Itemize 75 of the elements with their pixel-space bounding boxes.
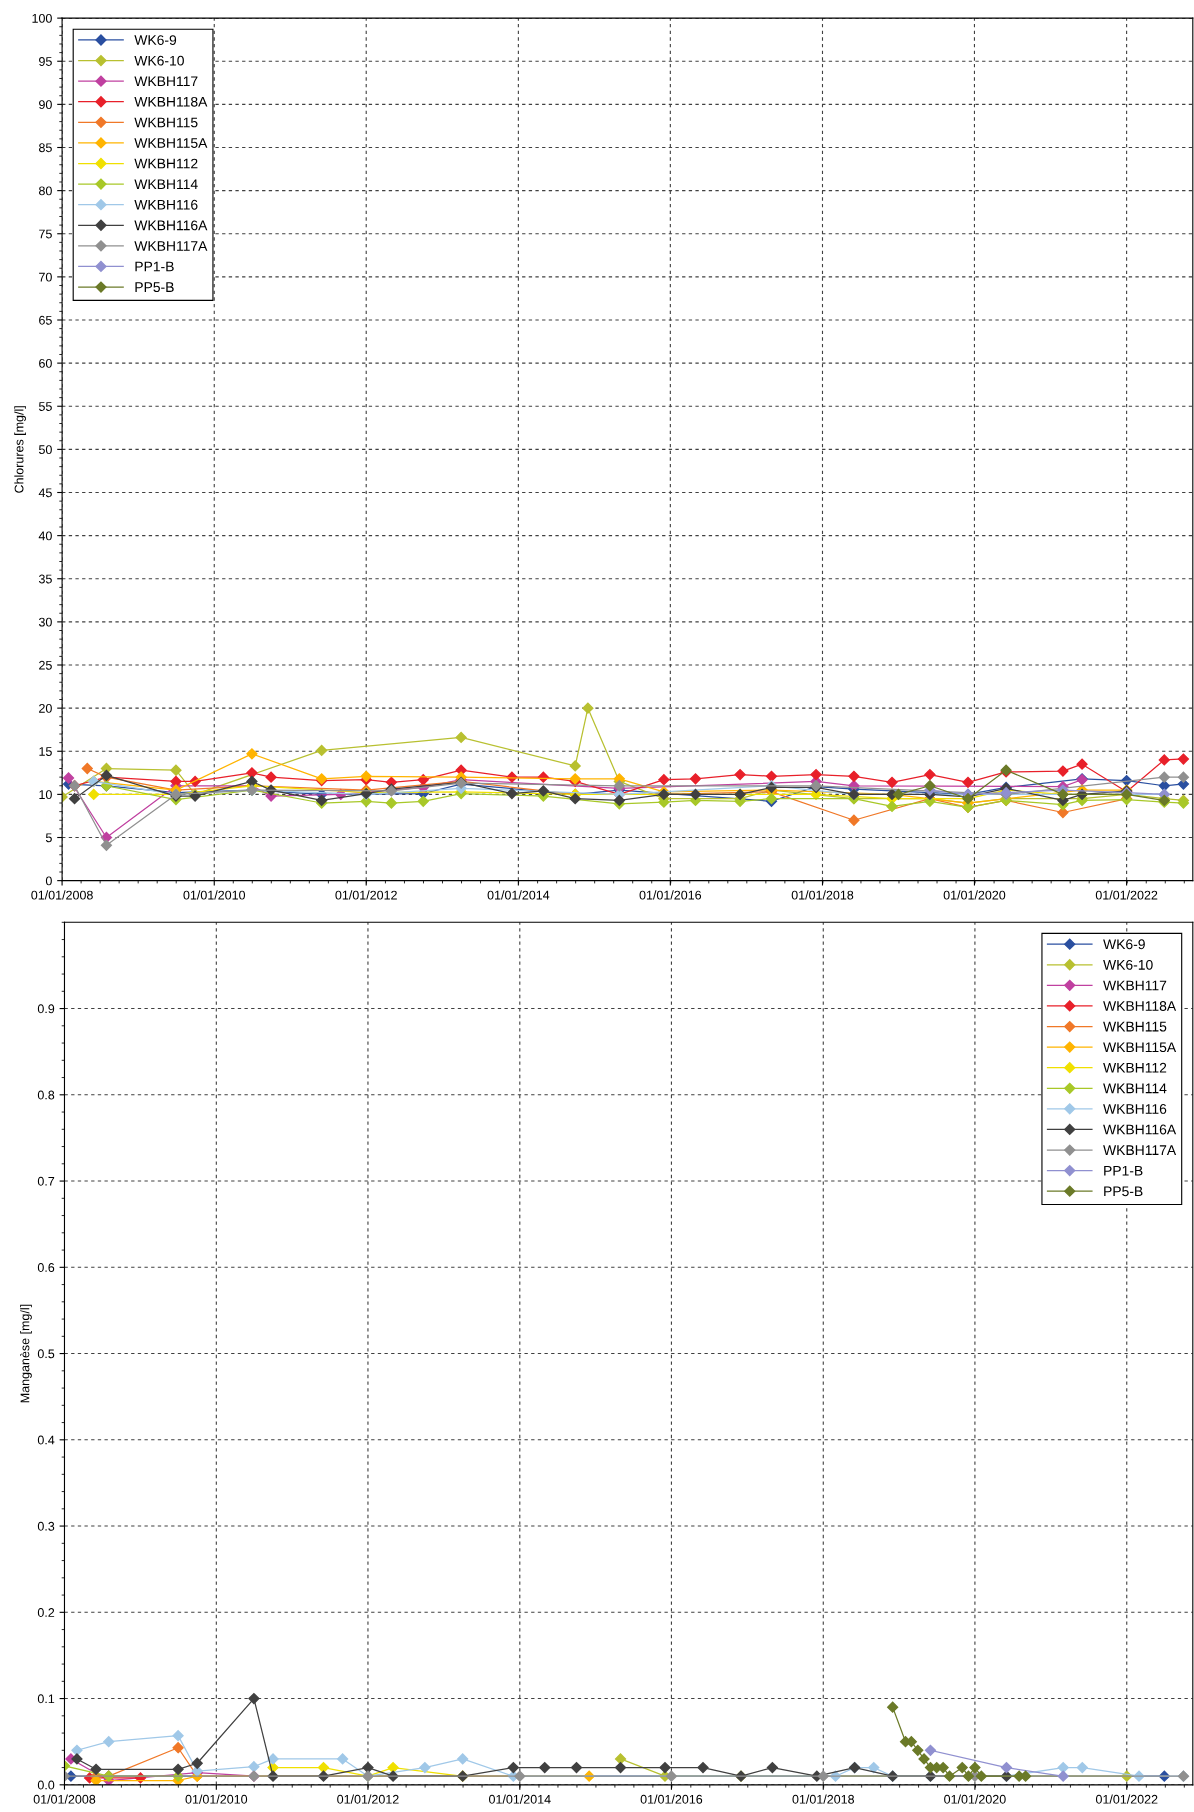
y-tick-label: 100 (32, 13, 52, 23)
legend-label: WK6-10 (1103, 959, 1153, 970)
y-tick-label: 70 (39, 272, 52, 282)
x-tick-label: 01/01/2018 (792, 1794, 855, 1804)
legend-label: PP1-B (135, 261, 174, 272)
legend-label: WK6-9 (134, 35, 177, 45)
y-tick-label: 80 (39, 186, 52, 196)
y-tick-label: 0 (45, 876, 52, 886)
legend-label: WKBH116 (134, 199, 198, 210)
y-tick-label: 10 (39, 790, 52, 800)
y-tick-label: 65 (39, 315, 52, 325)
legend-label: PP5-B (1104, 1186, 1143, 1197)
legend-label: WKBH115A (134, 138, 208, 148)
y-tick-label: 60 (39, 358, 52, 368)
legend-label: WKBH114 (1103, 1083, 1167, 1094)
legend-label: WKBH116A (134, 220, 208, 231)
legend-label: WKBH112 (134, 158, 198, 169)
y-tick-label: 0.7 (37, 1176, 55, 1186)
y-tick-label: 75 (39, 229, 52, 239)
y-tick-label: 95 (39, 57, 52, 66)
legend-label: WK6-10 (134, 55, 184, 66)
y-axis-title: Manganèse [mg/l] (20, 1304, 32, 1403)
y-tick-label: 0.2 (37, 1608, 55, 1617)
y-tick-label: 30 (38, 617, 52, 627)
x-tick-label: 01/01/2010 (185, 1794, 248, 1804)
y-tick-label: 0.0 (37, 1780, 55, 1790)
x-tick-label: 01/01/2008 (33, 1794, 96, 1804)
legend-label: WKBH116 (1103, 1104, 1167, 1114)
x-tick-label: 01/01/2010 (183, 890, 246, 900)
legend-label: PP1-B (1104, 1165, 1143, 1176)
y-tick-label: 5 (45, 833, 52, 843)
y-tick-label: 0.9 (37, 1004, 55, 1014)
legend-label: WKBH117 (134, 76, 198, 87)
y-tick-label: 0.6 (37, 1263, 55, 1272)
y-tick-label: 45 (38, 488, 52, 498)
x-tick-label: 01/01/2016 (640, 1794, 703, 1804)
x-tick-label: 01/01/2022 (1095, 1794, 1158, 1804)
legend-label: WKBH114 (134, 179, 198, 189)
x-tick-label: 01/01/2020 (944, 1794, 1006, 1804)
legend-label: WKBH117 (1103, 980, 1167, 991)
y-tick-label: 40 (38, 531, 52, 541)
legend-label: PP5-B (135, 282, 174, 293)
y-tick-label: 0.1 (37, 1694, 55, 1704)
legend-label: WKBH115 (1103, 1021, 1167, 1032)
y-tick-label: 50 (38, 445, 52, 455)
y-tick-label: 25 (39, 660, 52, 670)
y-tick-label: 0.3 (37, 1521, 55, 1531)
legend-label: WKBH112 (1103, 1062, 1167, 1073)
legend-label: WKBH117A (134, 241, 208, 251)
x-tick-label: 01/01/2014 (489, 1794, 551, 1804)
y-tick-label: 15 (39, 747, 52, 756)
y-tick-label: 0.4 (37, 1435, 55, 1445)
y-tick-label: 55 (38, 402, 52, 411)
x-tick-label: 01/01/2018 (791, 890, 854, 900)
legend-label: WK6-9 (1103, 939, 1145, 950)
legend-label: WKBH117A (1103, 1145, 1177, 1155)
legend-label: WKBH115 (134, 117, 198, 128)
legend-label: WKBH118A (1103, 1001, 1177, 1011)
x-tick-label: 01/01/2022 (1095, 890, 1158, 900)
legend-label: WKBH118A (134, 96, 208, 107)
y-tick-label: 0.8 (37, 1090, 55, 1100)
legend-label: WKBH116A (1103, 1124, 1177, 1135)
y-tick-label: 0.5 (37, 1349, 55, 1359)
x-tick-label: 01/01/2008 (31, 890, 93, 900)
x-tick-label: 01/01/2020 (943, 890, 1006, 900)
y-tick-label: 85 (39, 143, 52, 153)
y-axis-title: Chlorures [mg/l] (14, 406, 26, 493)
x-tick-label: 01/01/2014 (487, 890, 550, 900)
y-tick-label: 20 (39, 703, 52, 713)
y-tick-label: 90 (39, 100, 52, 110)
x-tick-label: 01/01/2012 (337, 1794, 399, 1804)
legend-label: WKBH115A (1103, 1042, 1177, 1053)
x-tick-label: 01/01/2012 (335, 890, 397, 900)
y-tick-label: 35 (38, 574, 52, 584)
x-tick-label: 01/01/2016 (639, 890, 702, 900)
